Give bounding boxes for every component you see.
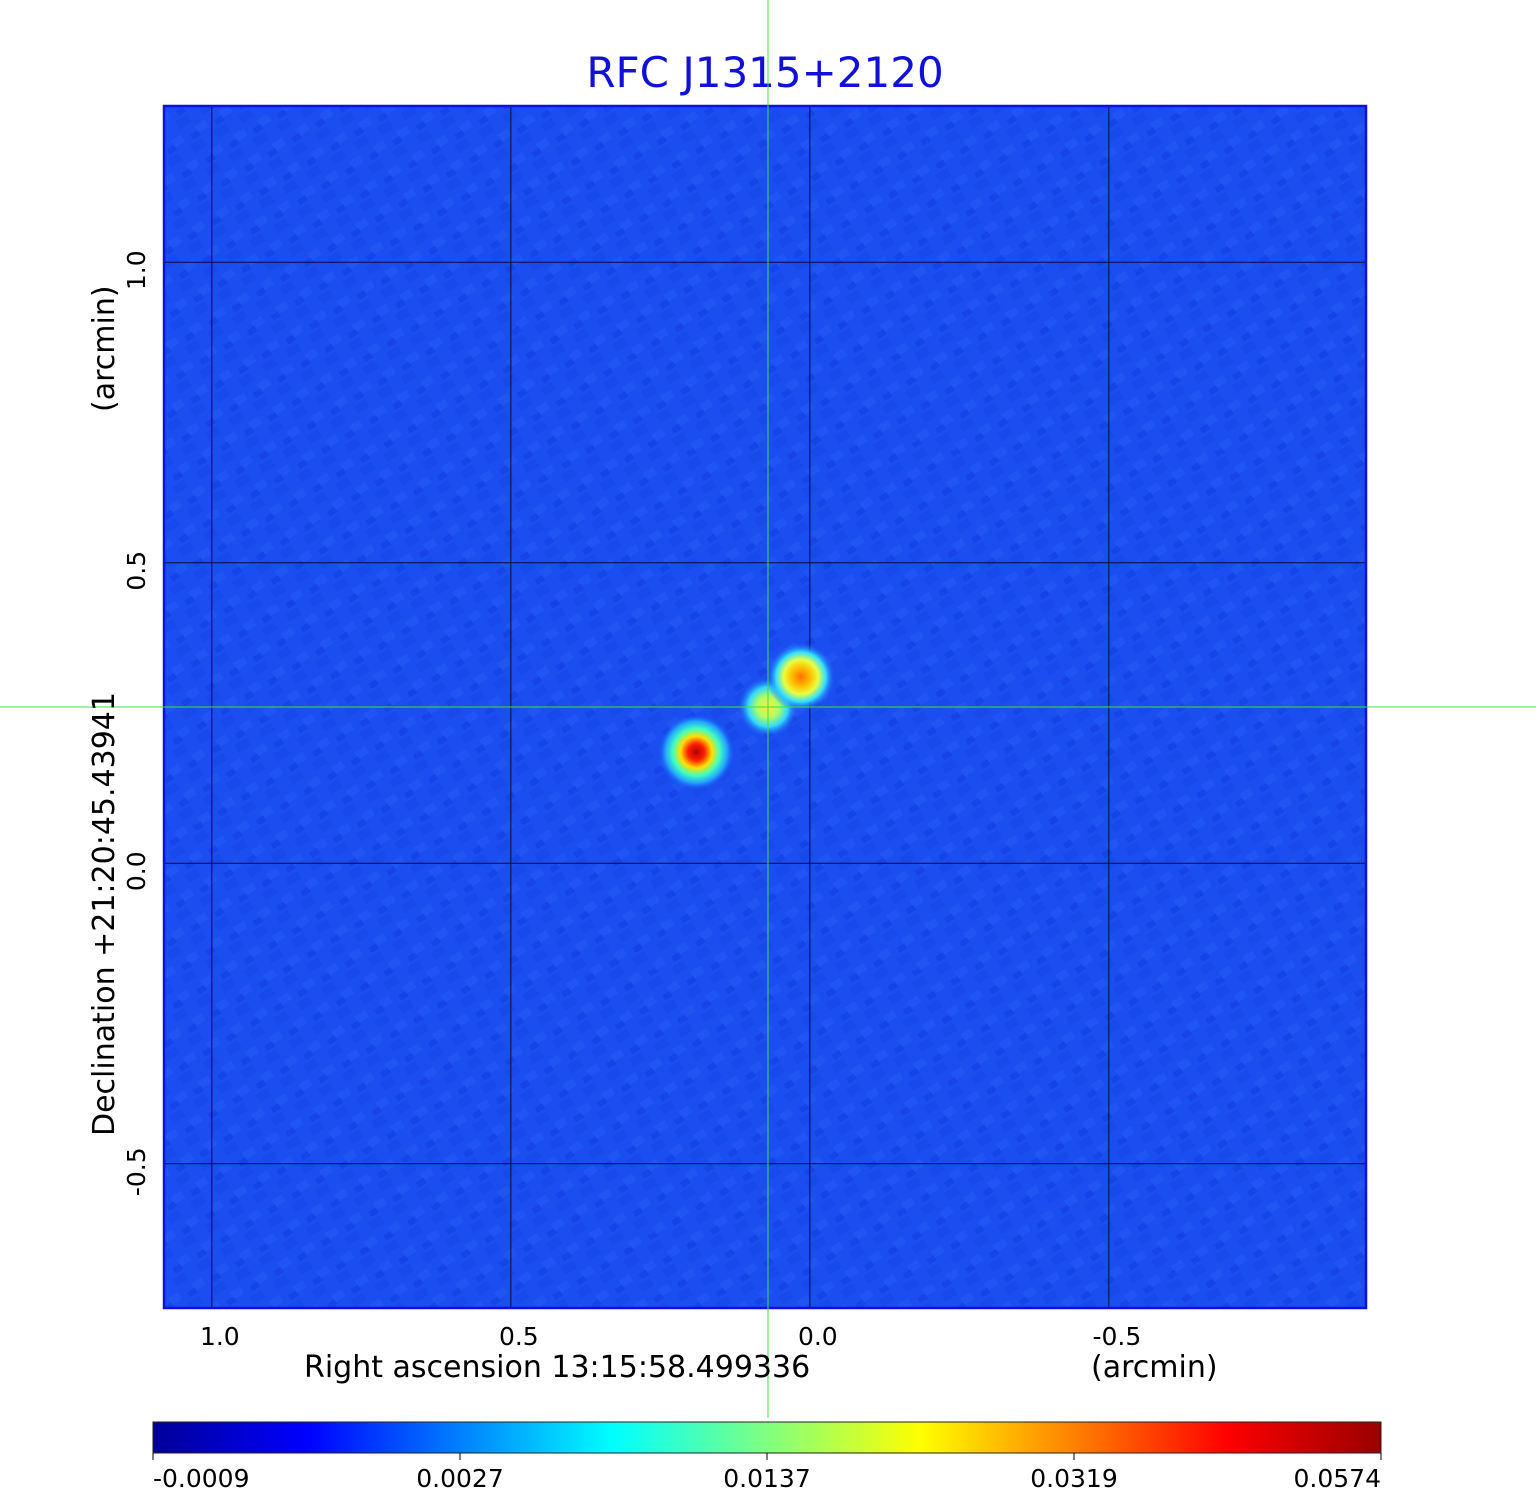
y-tick-label: 0.0 bbox=[122, 851, 151, 891]
crosshair bbox=[0, 0, 1536, 1418]
x-tick-label: -0.5 bbox=[1092, 1322, 1141, 1351]
x-tick-label: 1.0 bbox=[200, 1322, 240, 1351]
source-2 bbox=[766, 642, 836, 712]
colorbar-tick-label: 0.0027 bbox=[416, 1464, 503, 1493]
x-tick-labels: 1.0 0.5 0.0 -0.5 bbox=[200, 1322, 1141, 1351]
y-tick-label: -0.5 bbox=[122, 1147, 151, 1196]
x-tick-label: 0.5 bbox=[499, 1322, 539, 1351]
y-tick-label: 0.5 bbox=[122, 551, 151, 591]
colorbar-tick-label: 0.0574 bbox=[1294, 1464, 1381, 1493]
colorbar-tick-label: -0.0009 bbox=[153, 1464, 250, 1493]
x-tick-label: 0.0 bbox=[798, 1322, 838, 1351]
chart-title: RFC J1315+2120 bbox=[586, 48, 943, 97]
y-axis-unit: (arcmin) bbox=[87, 285, 122, 412]
source-0 bbox=[658, 714, 735, 791]
x-axis-label: Right ascension 13:15:58.499336 bbox=[304, 1350, 810, 1385]
colorbar-tick-labels: -0.0009 0.0027 0.0137 0.0319 0.0574 bbox=[152, 1453, 1382, 1493]
y-tick-labels: 1.0 0.5 0.0 -0.5 bbox=[122, 250, 151, 1196]
colorbar-tick-label: 0.0137 bbox=[723, 1464, 810, 1493]
colorbar-tick-label: 0.0319 bbox=[1030, 1464, 1117, 1493]
colorbar bbox=[152, 1421, 1382, 1454]
y-tick-label: 1.0 bbox=[122, 250, 151, 290]
x-axis-unit: (arcmin) bbox=[1091, 1350, 1218, 1385]
y-axis-label: Declination +21:20:45.43941 bbox=[87, 692, 122, 1136]
